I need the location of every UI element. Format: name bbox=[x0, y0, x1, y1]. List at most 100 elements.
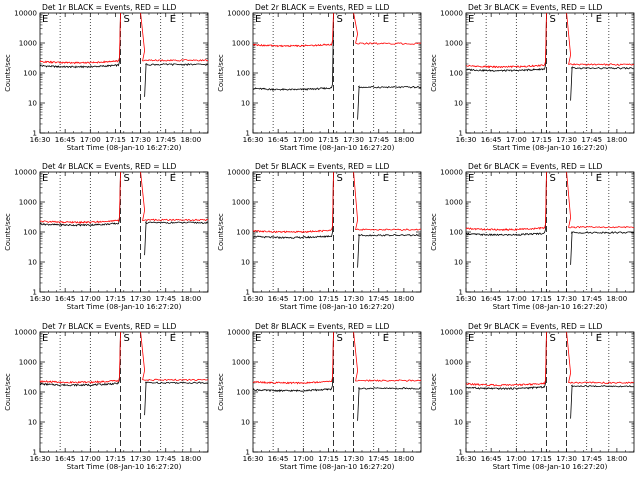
events-series-line bbox=[40, 331, 121, 387]
lld-series-line bbox=[566, 12, 635, 66]
y-tick-label: 1 bbox=[458, 448, 463, 457]
y-axis-label: Counts/sec bbox=[430, 54, 438, 92]
edge-marker-label: E bbox=[468, 333, 474, 344]
x-tick-label: 17:45 bbox=[155, 454, 176, 463]
x-tick-label: 18:00 bbox=[181, 294, 202, 303]
x-axis-label: Start Time (08-Jan-10 16:27:20) bbox=[493, 462, 608, 471]
events-series-line bbox=[357, 387, 422, 421]
x-tick-label: 16:45 bbox=[481, 135, 502, 144]
chart-panel-5: Det 5r BLACK = Events, RED = LLD 1 10 100 10… bbox=[217, 162, 422, 311]
x-tick-label: 17:30 bbox=[556, 294, 577, 303]
y-axis-label: Counts/sec bbox=[4, 54, 12, 92]
y-tick-label: 10 bbox=[454, 99, 464, 108]
x-tick-label: 17:15 bbox=[531, 294, 552, 303]
end-marker-label: E bbox=[596, 173, 602, 184]
x-tick-label: 16:45 bbox=[481, 454, 502, 463]
lld-series-line bbox=[252, 331, 334, 385]
chart-title: Det 4r BLACK = Events, RED = LLD bbox=[42, 162, 177, 171]
y-tick-label: 1000 bbox=[19, 39, 38, 48]
chart-title: Det 6r BLACK = Events, RED = LLD bbox=[468, 162, 603, 171]
lld-series-line bbox=[39, 331, 121, 384]
x-tick-label: 17:45 bbox=[155, 294, 176, 303]
lld-series-line bbox=[465, 171, 547, 232]
x-tick-label: 17:45 bbox=[155, 135, 176, 144]
chart-title: Det 9r BLACK = Events, RED = LLD bbox=[468, 322, 603, 331]
y-axis-label: Counts/sec bbox=[4, 213, 12, 251]
x-tick-label: 17:00 bbox=[80, 135, 101, 144]
y-tick-label: 1 bbox=[32, 448, 37, 457]
x-tick-label: 17:15 bbox=[531, 135, 552, 144]
y-tick-label: 1000 bbox=[232, 198, 251, 207]
end-marker-label: E bbox=[383, 333, 389, 344]
x-tick-label: 17:45 bbox=[368, 135, 389, 144]
y-tick-label: 10 bbox=[241, 99, 251, 108]
x-tick-label: 17:30 bbox=[343, 454, 364, 463]
start-marker-label: S bbox=[549, 333, 555, 344]
y-tick-label: 100 bbox=[23, 388, 37, 397]
edge-marker-label: E bbox=[42, 14, 48, 25]
x-tick-label: 17:00 bbox=[293, 294, 314, 303]
x-tick-label: 17:45 bbox=[581, 454, 602, 463]
events-series-line bbox=[252, 331, 334, 393]
y-tick-label: 10000 bbox=[14, 328, 37, 337]
start-marker-label: S bbox=[123, 14, 129, 25]
events-series-line bbox=[570, 231, 634, 265]
x-axis-label: Start Time (08-Jan-10 16:27:20) bbox=[493, 143, 608, 152]
x-axis-label: Start Time (08-Jan-10 16:27:20) bbox=[67, 462, 182, 471]
start-marker-label: S bbox=[336, 333, 342, 344]
lld-series-line bbox=[465, 331, 547, 387]
x-tick-label: 16:30 bbox=[243, 454, 264, 463]
end-marker-label: E bbox=[383, 173, 389, 184]
y-tick-label: 10000 bbox=[440, 9, 463, 18]
y-tick-label: 1 bbox=[32, 288, 37, 297]
lld-series-line bbox=[353, 171, 421, 231]
start-marker-label: S bbox=[549, 14, 555, 25]
lld-series-line bbox=[253, 12, 334, 48]
x-tick-label: 17:15 bbox=[105, 454, 126, 463]
x-tick-label: 17:15 bbox=[531, 454, 552, 463]
y-tick-label: 100 bbox=[23, 69, 37, 78]
x-tick-label: 16:30 bbox=[456, 294, 477, 303]
y-tick-label: 1 bbox=[458, 288, 463, 297]
events-series-line bbox=[144, 381, 209, 416]
events-series-line bbox=[570, 384, 635, 419]
x-tick-label: 17:45 bbox=[368, 454, 389, 463]
x-tick-label: 18:00 bbox=[607, 294, 628, 303]
chart-panel-3: Det 3r BLACK = Events, RED = LLD 1 10 100 10… bbox=[430, 3, 635, 152]
x-axis-label: Start Time (08-Jan-10 16:27:20) bbox=[280, 462, 395, 471]
y-tick-label: 100 bbox=[449, 69, 463, 78]
events-series-line bbox=[465, 331, 547, 390]
x-tick-label: 17:00 bbox=[506, 294, 527, 303]
chart-panel-7: Det 7r BLACK = Events, RED = LLD 1 10 100 10… bbox=[4, 322, 209, 471]
x-tick-label: 17:30 bbox=[343, 294, 364, 303]
lld-series-line bbox=[465, 12, 547, 69]
events-series-line bbox=[252, 171, 334, 239]
chart-panel-6: Det 6r BLACK = Events, RED = LLD 1 10 100 10… bbox=[430, 162, 635, 311]
lld-series-line bbox=[566, 171, 635, 229]
x-tick-label: 18:00 bbox=[607, 454, 628, 463]
y-tick-label: 100 bbox=[236, 69, 250, 78]
y-tick-label: 100 bbox=[449, 388, 463, 397]
x-tick-label: 16:45 bbox=[268, 135, 289, 144]
end-marker-label: E bbox=[170, 14, 176, 25]
x-tick-label: 17:30 bbox=[130, 294, 151, 303]
y-tick-label: 10 bbox=[454, 258, 464, 267]
x-axis-label: Start Time (08-Jan-10 16:27:20) bbox=[280, 143, 395, 152]
end-marker-label: E bbox=[170, 333, 176, 344]
x-tick-label: 18:00 bbox=[394, 135, 415, 144]
y-axis-label: Counts/sec bbox=[217, 54, 225, 92]
start-marker-label: S bbox=[549, 173, 555, 184]
x-tick-label: 18:00 bbox=[607, 135, 628, 144]
x-tick-label: 17:30 bbox=[343, 135, 364, 144]
lld-series-line bbox=[39, 12, 121, 65]
x-tick-label: 17:30 bbox=[130, 454, 151, 463]
x-tick-label: 17:30 bbox=[556, 454, 577, 463]
y-axis-label: Counts/sec bbox=[217, 373, 225, 411]
x-tick-label: 16:45 bbox=[55, 294, 76, 303]
lld-series-line bbox=[353, 12, 422, 45]
chart-title: Det 1r BLACK = Events, RED = LLD bbox=[42, 3, 177, 12]
x-tick-label: 17:45 bbox=[368, 294, 389, 303]
x-tick-label: 17:30 bbox=[130, 135, 151, 144]
edge-marker-label: E bbox=[255, 14, 261, 25]
chart-panel-9: Det 9r BLACK = Events, RED = LLD 1 10 100 10… bbox=[430, 322, 635, 471]
